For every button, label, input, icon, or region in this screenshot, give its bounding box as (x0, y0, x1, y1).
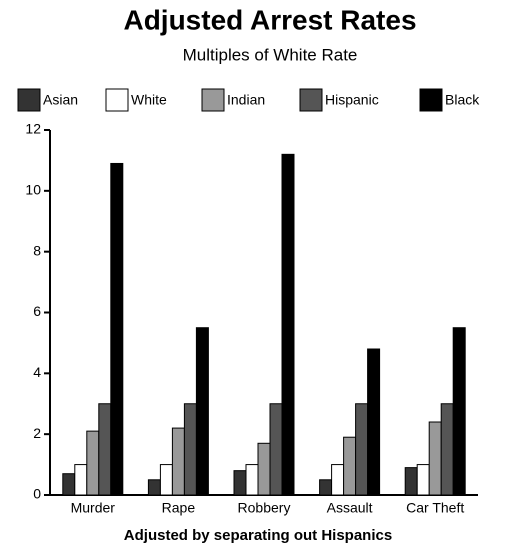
x-axis-label: Adjusted by separating out Hispanics (124, 527, 392, 544)
y-tick-label: 0 (33, 486, 41, 502)
legend-label: Black (445, 92, 480, 108)
x-tick-label: Assault (327, 500, 373, 516)
bar (110, 162, 124, 496)
x-tick-label: Rape (162, 500, 196, 516)
y-tick-label: 8 (33, 242, 41, 258)
y-tick-label: 6 (33, 303, 41, 319)
bar (257, 442, 271, 496)
bar (367, 348, 381, 496)
bar (86, 430, 100, 496)
bar (233, 470, 247, 496)
legend-swatch (201, 88, 225, 112)
x-tick-label: Robbery (238, 500, 291, 516)
bar (98, 403, 112, 496)
bar (159, 464, 173, 496)
chart-subtitle: Multiples of White Rate (183, 45, 358, 64)
bar (183, 403, 197, 496)
legend-swatch (17, 88, 41, 112)
legend-label: White (131, 92, 167, 108)
bar (404, 467, 418, 496)
x-tick-label: Murder (71, 500, 116, 516)
bar (416, 464, 430, 496)
bar (281, 153, 295, 496)
bar (452, 327, 466, 496)
legend-swatch (419, 88, 443, 112)
bar (355, 403, 369, 496)
bar (62, 473, 76, 496)
legend-label: Indian (227, 92, 265, 108)
bar (171, 427, 185, 496)
y-tick-label: 2 (33, 425, 41, 441)
bar (245, 464, 259, 496)
legend-label: Hispanic (325, 92, 379, 108)
legend-label: Asian (43, 92, 78, 108)
bar (428, 421, 442, 496)
chart-title: Adjusted Arrest Rates (123, 4, 416, 35)
y-tick-label: 12 (25, 121, 41, 137)
bar (147, 479, 161, 496)
legend-swatch (299, 88, 323, 112)
bar (331, 464, 345, 496)
legend-swatch (105, 88, 129, 112)
y-tick-label: 10 (25, 182, 41, 198)
bar (74, 464, 88, 496)
bar (319, 479, 333, 496)
bar (440, 403, 454, 496)
bar (195, 327, 209, 496)
bar (343, 436, 357, 496)
bar (269, 403, 283, 496)
x-tick-label: Car Theft (406, 500, 464, 516)
y-tick-label: 4 (33, 364, 41, 380)
